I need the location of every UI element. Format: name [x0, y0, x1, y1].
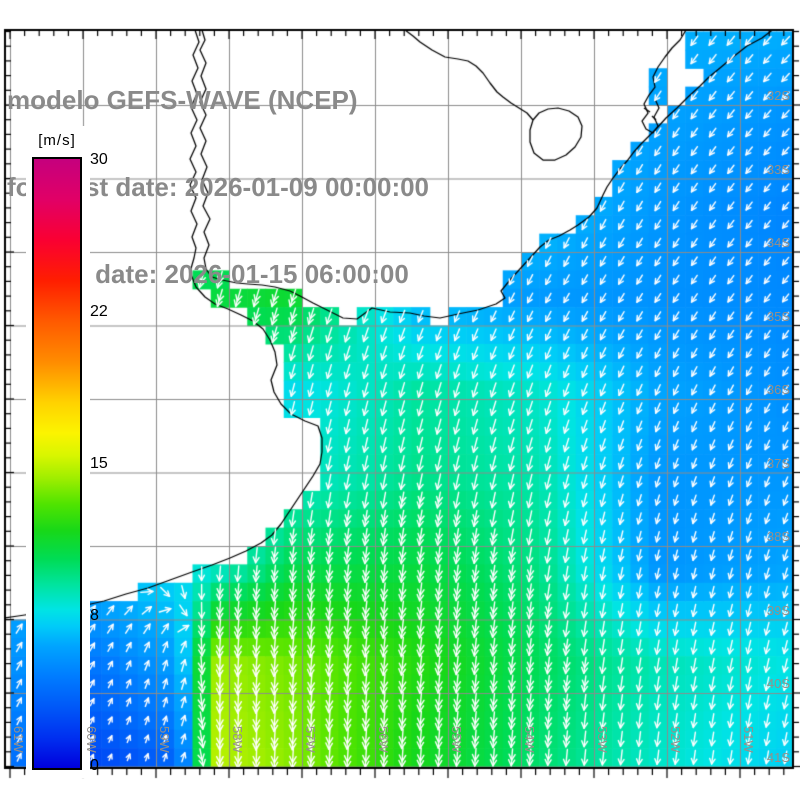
latitude-label: 32S [766, 88, 790, 103]
longitude-label: 61W [11, 726, 26, 753]
longitude-label: 60W [84, 726, 99, 753]
longitude-label: 57W [303, 726, 318, 753]
longitude-label: 51W [741, 726, 756, 753]
latitude-label: 34S [766, 235, 790, 250]
model-title: modelo GEFS-WAVE (NCEP) [7, 85, 358, 115]
colorbar-tick-label: 8 [90, 607, 99, 624]
longitude-label: 54W [522, 726, 537, 753]
longitude-label: 59W [157, 726, 172, 753]
latitude-label: 38S [766, 529, 790, 544]
longitude-label: 52W [668, 726, 683, 753]
colorbar-unit-label: [m/s] [38, 132, 76, 149]
colorbar-tick-label: 22 [90, 303, 108, 320]
latitude-label: 37S [766, 455, 790, 471]
colorbar-tick-label: 0 [90, 757, 99, 774]
longitude-label: 55W [449, 726, 464, 753]
colorbar [32, 157, 82, 770]
colorbar-tick-label: 30 [90, 151, 108, 168]
longitude-label: 58W [230, 726, 245, 753]
latitude-label: 39S [766, 602, 790, 618]
latitude-label: 40S [766, 676, 790, 691]
longitude-label: 56W [376, 726, 391, 753]
latitude-label: 33S [766, 161, 790, 177]
latitude-label: 36S [766, 382, 790, 397]
longitude-label: 53W [595, 726, 610, 753]
colorbar-tick-label: 15 [90, 455, 108, 472]
latitude-label: 35S [766, 308, 790, 324]
latitude-label: 41S [766, 749, 790, 765]
